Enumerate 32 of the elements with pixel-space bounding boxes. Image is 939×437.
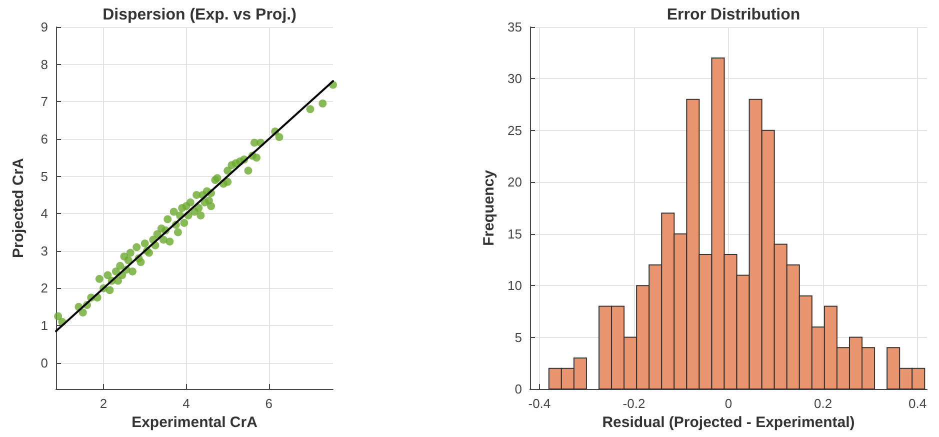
y-tick-label: 8: [40, 56, 48, 72]
x-tick-label: 0: [724, 396, 732, 411]
x-axis-title: Residual (Projected - Experimental): [602, 414, 855, 431]
x-tick-label: -0.4: [528, 396, 551, 411]
y-tick-label: 5: [40, 168, 48, 184]
x-axis-title: Experimental CrA: [132, 414, 258, 431]
y-tick-label: 4: [40, 206, 48, 222]
y-tick-label: 20: [508, 174, 522, 190]
x-tick-label: 2: [100, 396, 108, 411]
y-tick-label: 30: [508, 71, 522, 86]
chart-title: Error Distribution: [666, 6, 800, 24]
y-axis-title: Projected CrA: [10, 158, 27, 258]
y-tick-label: 6: [40, 131, 48, 146]
y-tick-label: 0: [514, 382, 522, 396]
y-tick-label: 0: [40, 355, 48, 370]
y-tick-label: 1: [40, 318, 48, 334]
x-tick-label: 4: [182, 396, 190, 411]
y-tick-label: 35: [508, 20, 522, 34]
chart-title: Dispersion (Exp. vs Proj.): [102, 6, 296, 24]
y-tick-label: 5: [514, 330, 522, 345]
y-axis-title: Frequency: [480, 169, 498, 246]
y-tick-label: 7: [40, 94, 48, 110]
x-tick-label: -0.2: [622, 396, 646, 411]
x-tick-label: 0.4: [908, 396, 927, 411]
y-tick-label: 10: [508, 278, 522, 294]
x-tick-label: 0.2: [814, 396, 832, 411]
y-tick-label: 9: [40, 20, 48, 34]
y-tick-label: 2: [40, 280, 48, 296]
x-tick-label: 6: [265, 396, 273, 411]
y-tick-label: 3: [40, 243, 48, 258]
y-tick-label: 25: [508, 122, 522, 138]
y-tick-label: 15: [508, 226, 522, 242]
